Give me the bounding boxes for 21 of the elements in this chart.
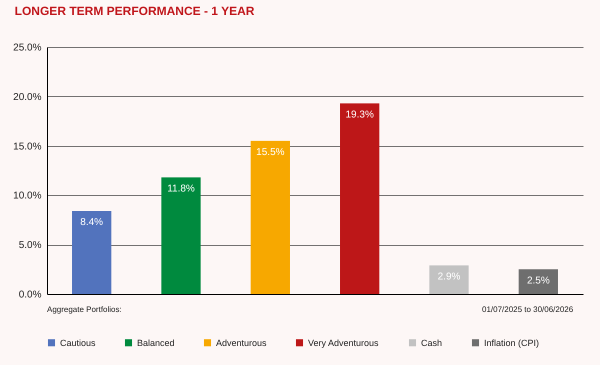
data-label: 2.9% xyxy=(438,271,461,282)
data-label: 2.5% xyxy=(526,275,550,286)
y-tick-label: 10.0% xyxy=(13,190,42,202)
text: Aggregate Portfolios: xyxy=(47,305,122,314)
legend-label: Adventurous xyxy=(216,338,268,348)
y-tick-label: 20.0% xyxy=(13,92,42,103)
data-label: 8.4% xyxy=(80,217,104,228)
legend-label: Cash xyxy=(421,338,442,348)
data-label: 11.8% xyxy=(167,183,195,194)
legend-label: Very Adventurous xyxy=(308,338,380,348)
y-tick-label: 15.0% xyxy=(13,141,42,152)
legend-label: Inflation (CPI) xyxy=(484,338,540,348)
y-tick-label: 0.0% xyxy=(18,290,42,300)
data-label: 19.3% xyxy=(345,109,374,120)
y-tick-label: 25.0% xyxy=(13,42,42,54)
legend-label: Cautious xyxy=(60,338,96,348)
y-tick-label: 5.0% xyxy=(18,240,42,252)
legend-label: Balanced xyxy=(137,338,175,348)
text: 01/07/2025 to 30/06/2026 xyxy=(482,305,574,314)
chart-title: LONGER TERM PERFORMANCE - 1 YEAR xyxy=(14,4,255,18)
data-label: 15.5% xyxy=(256,146,285,158)
